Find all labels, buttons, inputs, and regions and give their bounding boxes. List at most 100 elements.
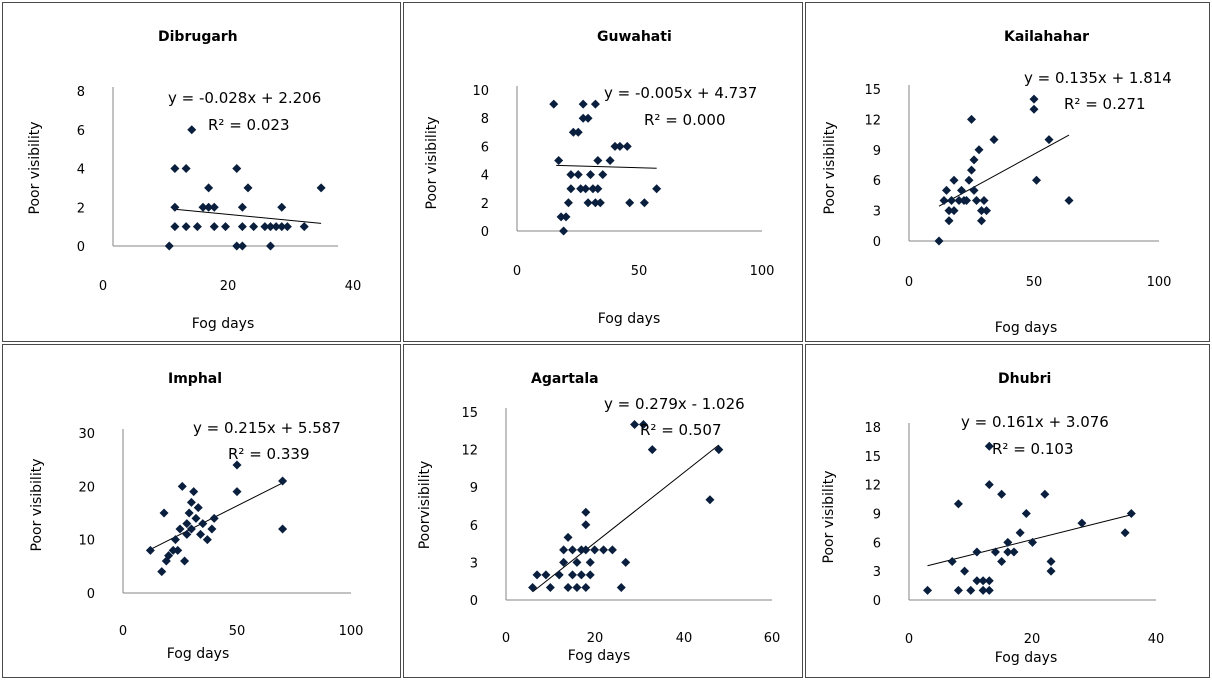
r-squared-label: R² = 0.339 xyxy=(228,445,309,463)
x-axis-label: Fog days xyxy=(568,648,631,664)
y-tick-label: 15 xyxy=(864,83,881,98)
data-point xyxy=(923,585,933,595)
r-squared-label: R² = 0.507 xyxy=(640,421,721,439)
data-point xyxy=(581,520,591,530)
data-point xyxy=(145,545,155,555)
x-tick-label: 20 xyxy=(587,631,604,646)
y-tick-label: 6 xyxy=(77,124,85,139)
data-point xyxy=(967,114,976,124)
data-point xyxy=(605,156,615,165)
data-point xyxy=(237,202,247,212)
data-point xyxy=(1003,547,1013,557)
data-point xyxy=(316,183,326,193)
y-tick-label: 20 xyxy=(78,480,95,495)
x-tick-label: 100 xyxy=(339,624,364,639)
y-axis-label: Poor visibility xyxy=(822,122,838,215)
y-tick-label: 9 xyxy=(470,481,478,496)
y-tick-label: 12 xyxy=(864,113,881,128)
y-tick-label: 0 xyxy=(470,594,478,609)
data-point xyxy=(978,576,988,586)
data-point xyxy=(164,551,174,561)
y-tick-label: 3 xyxy=(873,205,881,220)
data-point xyxy=(243,183,253,193)
data-point xyxy=(957,185,966,195)
data-point xyxy=(202,535,212,545)
data-point xyxy=(590,545,600,555)
data-point xyxy=(207,524,217,534)
y-tick-label: 12 xyxy=(864,479,881,494)
data-point xyxy=(953,585,963,595)
data-point xyxy=(610,141,620,151)
data-point xyxy=(1040,489,1050,499)
trend-equation: y = -0.005x + 4.737 xyxy=(604,84,757,102)
data-point xyxy=(969,185,979,195)
data-point xyxy=(977,206,986,216)
x-tick-label: 100 xyxy=(750,264,775,279)
data-point xyxy=(583,198,593,208)
data-point xyxy=(237,222,247,232)
data-point xyxy=(705,495,715,505)
data-point xyxy=(1120,528,1130,538)
data-point xyxy=(972,576,982,586)
y-tick-label: 3 xyxy=(470,556,478,571)
x-axis-label: Fog days xyxy=(167,646,230,662)
chart-title: Agartala xyxy=(531,371,599,387)
x-axis-label: Fog days xyxy=(192,316,255,332)
y-tick-label: 6 xyxy=(873,536,881,551)
data-point xyxy=(566,170,576,180)
y-axis-label: Poorvisibility xyxy=(417,461,433,550)
trend-equation: y = -0.028x + 2.206 xyxy=(168,89,321,107)
data-point xyxy=(170,222,180,232)
data-point xyxy=(561,212,571,222)
x-tick-label: 50 xyxy=(631,264,648,279)
r-squared-label: R² = 0.000 xyxy=(644,111,725,129)
data-point xyxy=(934,236,944,246)
data-point xyxy=(1064,195,1074,205)
data-point xyxy=(266,222,275,232)
data-point xyxy=(545,582,555,592)
x-tick-label: 20 xyxy=(220,279,237,294)
data-point xyxy=(164,241,174,251)
data-point xyxy=(554,156,564,165)
data-point xyxy=(572,582,582,592)
data-point xyxy=(198,202,208,212)
data-point xyxy=(192,222,202,232)
y-tick-label: 18 xyxy=(864,421,881,436)
data-point xyxy=(175,524,185,534)
y-tick-label: 4 xyxy=(77,163,85,178)
data-point xyxy=(271,222,281,232)
data-point xyxy=(186,524,196,534)
data-point xyxy=(598,170,608,180)
y-tick-label: 0 xyxy=(87,587,95,602)
data-point xyxy=(576,184,586,194)
chart-title: Imphal xyxy=(168,371,222,387)
data-point xyxy=(1046,557,1056,567)
data-point xyxy=(966,585,976,595)
data-point xyxy=(978,585,988,595)
data-point xyxy=(181,164,191,173)
x-tick-label: 50 xyxy=(1026,275,1043,290)
data-point xyxy=(249,222,259,232)
y-tick-label: 15 xyxy=(461,406,478,421)
data-point xyxy=(581,545,591,555)
data-point xyxy=(181,222,191,232)
x-tick-label: 100 xyxy=(1147,275,1172,290)
data-point xyxy=(585,557,595,567)
data-point xyxy=(559,545,569,555)
data-point xyxy=(944,216,954,226)
data-point xyxy=(204,183,214,193)
chart-panel-agartala: Agartala 0 3 6 9 12 15 0 20 40 60 Fog days Poorvisib… xyxy=(403,344,803,678)
y-tick-label: 10 xyxy=(472,84,489,99)
y-tick-label: 6 xyxy=(873,174,881,189)
data-point xyxy=(209,513,219,523)
data-point xyxy=(581,582,591,592)
data-point xyxy=(972,547,982,557)
data-point xyxy=(573,170,583,180)
data-point xyxy=(232,460,242,470)
data-point xyxy=(967,165,976,175)
data-point xyxy=(590,198,600,208)
data-point xyxy=(568,545,577,555)
data-point xyxy=(1003,537,1013,547)
data-point xyxy=(581,184,591,194)
